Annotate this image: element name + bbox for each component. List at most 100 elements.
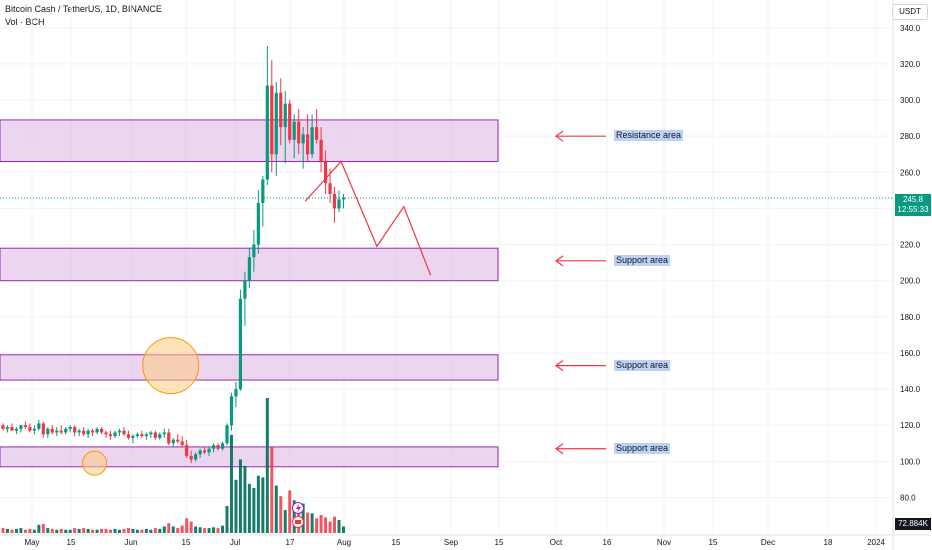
time-tick-label: May bbox=[24, 538, 39, 547]
volume-bar bbox=[301, 503, 305, 533]
price-tick-label: 140.0 bbox=[900, 385, 921, 394]
candle-body bbox=[99, 428, 104, 433]
time-tick-label: 15 bbox=[182, 538, 191, 547]
candle-body bbox=[270, 85, 274, 155]
time-tick-label: 15 bbox=[392, 538, 401, 547]
volume-bar bbox=[64, 529, 68, 533]
candle-body bbox=[211, 445, 216, 449]
time-tick-label: Aug bbox=[337, 538, 351, 547]
candle-body bbox=[32, 428, 36, 431]
volume-bar bbox=[149, 529, 153, 533]
candle-body bbox=[185, 445, 189, 456]
volume-bar bbox=[238, 459, 242, 533]
volume-bar bbox=[117, 529, 121, 533]
zone-label[interactable]: Support area bbox=[614, 359, 671, 371]
candle-body bbox=[189, 455, 193, 460]
zone-arrow-head bbox=[554, 443, 564, 455]
volume-bar bbox=[14, 528, 18, 533]
bar-countdown: 12:55:33 bbox=[897, 205, 929, 214]
candle-body bbox=[41, 423, 45, 435]
volume-bar bbox=[288, 490, 292, 533]
volume-bar bbox=[100, 528, 104, 533]
candle-body bbox=[207, 448, 211, 453]
volume-bar bbox=[221, 525, 225, 533]
volume-bar bbox=[77, 528, 81, 533]
candle-body bbox=[73, 427, 77, 433]
zone-label[interactable]: Support area bbox=[614, 442, 671, 454]
volume-bar bbox=[337, 519, 341, 533]
candle-body bbox=[180, 441, 184, 446]
volume-bar bbox=[176, 528, 180, 533]
volume-bar bbox=[324, 517, 328, 533]
candle-body bbox=[337, 199, 341, 209]
volume-bar bbox=[144, 528, 148, 533]
volume-bar bbox=[82, 528, 86, 533]
candle-body bbox=[153, 432, 157, 438]
volume-bar bbox=[37, 524, 41, 533]
candle-body bbox=[64, 428, 68, 433]
price-tick-label: 120.0 bbox=[900, 421, 921, 430]
volume-bar bbox=[50, 528, 54, 533]
volume-bar bbox=[1, 528, 5, 533]
candle-body bbox=[140, 434, 144, 437]
volume-bar bbox=[203, 528, 207, 533]
candle-body bbox=[113, 432, 117, 437]
volume-bar bbox=[328, 521, 332, 533]
candle-body bbox=[332, 193, 337, 209]
candle-body bbox=[117, 430, 122, 433]
candle-body bbox=[203, 450, 207, 453]
candle-body bbox=[28, 427, 32, 431]
candle-body bbox=[256, 203, 260, 245]
zone-arrow-head bbox=[554, 130, 564, 142]
volume-value-tag: 72.884K bbox=[895, 518, 931, 530]
candle-body bbox=[216, 445, 220, 449]
volume-bar bbox=[185, 518, 189, 533]
candle-body bbox=[46, 428, 50, 435]
candle-body bbox=[23, 425, 27, 428]
candle-body bbox=[1, 425, 5, 429]
volume-bar bbox=[28, 528, 32, 533]
candle-body bbox=[126, 434, 131, 438]
candle-body bbox=[319, 139, 323, 162]
time-tick-label: 2024 bbox=[867, 538, 885, 547]
highlight-circle bbox=[82, 450, 108, 476]
volume-bar bbox=[68, 529, 72, 533]
volume-bar bbox=[167, 523, 171, 533]
candle-body bbox=[341, 197, 346, 200]
highlight-circle bbox=[142, 337, 200, 395]
volume-bar bbox=[55, 529, 59, 533]
time-tick-label: Nov bbox=[657, 538, 671, 547]
volume-bar bbox=[109, 529, 113, 533]
last-price-tag: 245.8 12:55:33 bbox=[895, 194, 931, 216]
zone-label[interactable]: Resistance area bbox=[614, 130, 684, 142]
volume-bar bbox=[135, 529, 139, 533]
volume-bar bbox=[243, 465, 247, 533]
price-tick-label: 160.0 bbox=[900, 349, 921, 358]
volume-bar bbox=[122, 528, 126, 533]
candle-body bbox=[149, 432, 153, 435]
volume-bar bbox=[10, 529, 14, 533]
volume-bar bbox=[225, 506, 229, 533]
candle-body bbox=[297, 121, 301, 144]
price-axis: 80.0 100.0 120.0 140.0 160.0 180.0 200.0 220.0 2… bbox=[900, 24, 921, 503]
volume-bar bbox=[158, 528, 162, 533]
candle-body bbox=[167, 432, 171, 444]
volume-bar bbox=[23, 529, 27, 533]
volume-bar bbox=[19, 528, 23, 533]
candle-body bbox=[82, 430, 86, 435]
volume-bar bbox=[194, 526, 198, 533]
volume-bar bbox=[261, 477, 265, 533]
candle-body bbox=[91, 430, 95, 433]
zone-label[interactable]: Support area bbox=[614, 254, 671, 266]
price-tick-label: 320.0 bbox=[900, 60, 921, 69]
candle-body bbox=[5, 427, 10, 429]
candle-body bbox=[238, 298, 243, 390]
time-tick-label: 16 bbox=[603, 538, 612, 547]
zone-box bbox=[0, 119, 499, 162]
projection-line bbox=[304, 160, 432, 276]
candle-body bbox=[19, 425, 23, 429]
volume-bar bbox=[315, 518, 319, 533]
candle-body bbox=[194, 454, 198, 460]
volume-bar bbox=[59, 528, 63, 533]
